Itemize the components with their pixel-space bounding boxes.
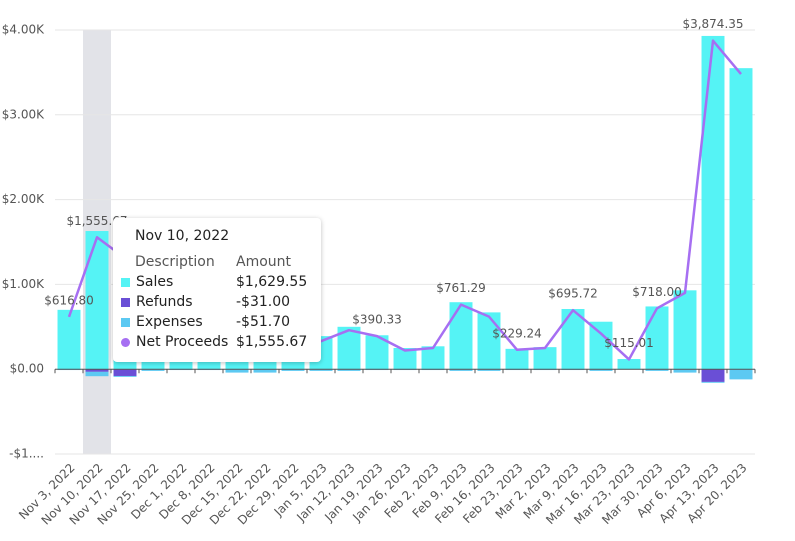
y-tick-label: $0.00 bbox=[10, 362, 44, 376]
bar bbox=[673, 290, 697, 370]
tooltip-label: Net Proceeds bbox=[136, 334, 229, 350]
y-tick-label: $1.00K bbox=[2, 277, 45, 291]
tooltip-title: Nov 10, 2022 bbox=[135, 228, 230, 244]
bar bbox=[337, 326, 361, 370]
bar bbox=[645, 369, 669, 371]
tooltip: Nov 10, 2022 Description Amount Sales $1,6… bbox=[113, 218, 321, 362]
bar bbox=[225, 369, 249, 373]
tooltip-swatch bbox=[121, 337, 130, 347]
data-label: $761.29 bbox=[436, 281, 486, 295]
bar bbox=[729, 68, 753, 370]
bar bbox=[701, 369, 725, 382]
tooltip-row: Sales $1,629.55 bbox=[121, 272, 321, 292]
data-label: $390.33 bbox=[352, 313, 402, 327]
bar bbox=[449, 369, 473, 371]
tooltip-swatch bbox=[121, 317, 130, 327]
bar bbox=[113, 375, 137, 377]
data-label: $616.80 bbox=[44, 293, 94, 307]
bar bbox=[617, 359, 641, 370]
bar bbox=[561, 308, 585, 370]
tooltip-swatch bbox=[121, 297, 130, 307]
bar bbox=[477, 369, 501, 371]
tooltip-amount: -$51.70 bbox=[236, 314, 291, 330]
bar bbox=[281, 369, 305, 371]
y-tick-label: $3.00K bbox=[2, 107, 45, 121]
bar bbox=[141, 369, 165, 371]
bar bbox=[85, 231, 109, 370]
bar bbox=[673, 369, 697, 373]
bar bbox=[589, 321, 613, 370]
bar bbox=[701, 381, 725, 383]
data-label: $3,874.35 bbox=[682, 17, 743, 31]
tooltip-swatch bbox=[121, 277, 130, 287]
bar bbox=[309, 369, 333, 371]
tooltip-row: Expenses -$51.70 bbox=[121, 312, 321, 332]
bar bbox=[57, 309, 81, 370]
bar bbox=[701, 35, 725, 370]
data-label: $1,555.67 bbox=[66, 214, 127, 228]
bar bbox=[477, 312, 501, 370]
tooltip-amount: -$31.00 bbox=[236, 294, 291, 310]
tooltip-row: Refunds -$31.00 bbox=[121, 292, 321, 312]
bar bbox=[729, 369, 753, 380]
bar bbox=[337, 369, 361, 371]
bar bbox=[393, 348, 417, 370]
tooltip-amount: $1,629.55 bbox=[236, 274, 308, 290]
data-label: $718.00 bbox=[632, 285, 682, 299]
bar bbox=[85, 369, 109, 372]
data-label: $115.01 bbox=[604, 336, 654, 350]
tooltip-label: Sales bbox=[136, 274, 174, 290]
y-tick-label: $2.00K bbox=[2, 192, 45, 206]
bar bbox=[589, 369, 613, 371]
bar bbox=[85, 371, 109, 377]
bar bbox=[365, 335, 389, 370]
bar bbox=[645, 306, 669, 370]
data-label: $695.72 bbox=[548, 287, 598, 301]
tooltip-label: Expenses bbox=[136, 314, 203, 330]
data-label: $229.24 bbox=[492, 326, 542, 340]
tooltip-label: Refunds bbox=[136, 294, 193, 310]
y-tick-label: $4.00K bbox=[2, 23, 45, 37]
bar bbox=[113, 369, 137, 376]
bar bbox=[421, 346, 445, 370]
tooltip-header: Description bbox=[135, 254, 215, 270]
bar bbox=[505, 348, 529, 370]
tooltip-header: Amount bbox=[236, 254, 292, 270]
bar bbox=[449, 302, 473, 370]
tooltip-amount: $1,555.67 bbox=[236, 334, 308, 350]
tooltip-row: Net Proceeds $1,555.67 bbox=[121, 332, 321, 352]
y-tick-label: -$1.... bbox=[9, 447, 44, 461]
bar bbox=[253, 369, 277, 373]
bar bbox=[533, 347, 557, 370]
